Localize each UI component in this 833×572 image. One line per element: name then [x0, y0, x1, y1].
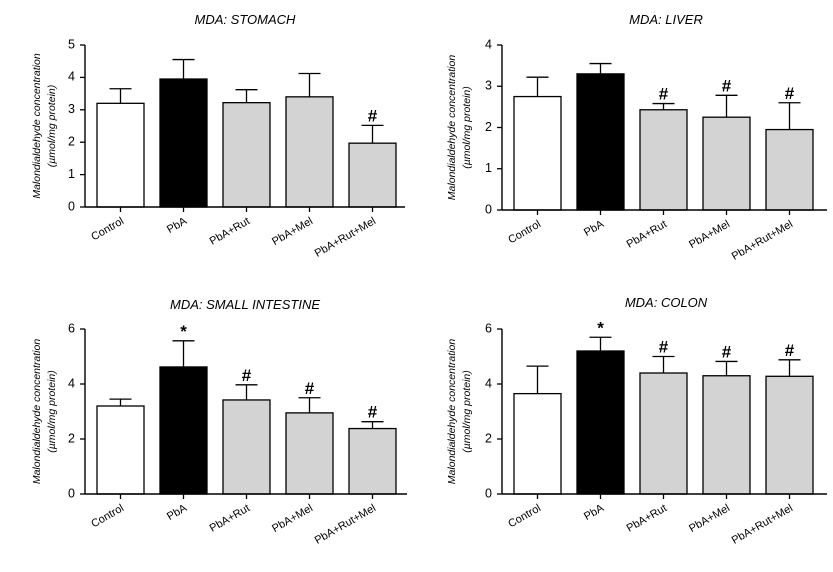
x-tick-label: PbA+Mel — [270, 502, 315, 535]
bar-pba-rut — [639, 109, 688, 211]
y-tick-label: 2 — [68, 134, 75, 148]
bar-pba — [576, 350, 625, 495]
y-tick-label: 2 — [485, 120, 492, 134]
y-tick-label: 4 — [68, 70, 75, 84]
y-axis-label-line: (µmol/mg protein) — [46, 85, 58, 168]
significance-marker: * — [180, 322, 187, 341]
x-tick-label: Control — [506, 218, 543, 246]
bar-pba-mel — [702, 116, 751, 211]
y-axis-label-line: Malondialdehyde concentration — [446, 339, 458, 485]
y-tick-label: 2 — [485, 431, 492, 445]
y-axis-label-line: (µmol/mg protein) — [46, 370, 58, 453]
bar-pba-rut — [222, 399, 271, 495]
y-tick-label: 0 — [68, 486, 75, 500]
bar-pba-rut — [222, 102, 271, 208]
x-tick-label: PbA+Rut — [625, 218, 669, 251]
x-tick-label: PbA+Mel — [687, 502, 732, 535]
significance-marker: # — [305, 379, 315, 398]
bar-pba — [159, 78, 208, 208]
x-tick-label: PbA — [165, 215, 190, 236]
bar-pba — [576, 73, 625, 211]
x-tick-label: PbA+Mel — [270, 215, 315, 248]
y-tick-label: 0 — [485, 486, 492, 500]
y-axis-label-line: Malondialdehyde concentration — [31, 339, 43, 485]
x-tick-label: PbA+Rut — [625, 502, 669, 535]
bar-pba-rut-mel — [765, 128, 814, 211]
x-tick-label: PbA+Rut+Mel — [730, 502, 795, 547]
chart-panel-2: MDA: LIVER Malondialdehyde concentration(… — [446, 12, 827, 263]
x-tick-label: PbA+Rut+Mel — [730, 218, 795, 263]
x-tick-label: PbA+Rut+Mel — [313, 502, 378, 547]
bar-pba-rut-mel — [348, 142, 397, 208]
bar-control — [513, 95, 562, 211]
x-tick-label: PbA — [582, 218, 607, 239]
chart-panel-1: MDA: STOMACH Malondialdehyde concentratio… — [31, 12, 405, 260]
y-tick-label: 6 — [68, 321, 75, 335]
y-tick-label: 1 — [68, 167, 75, 181]
bar-pba-rut-mel — [348, 427, 397, 495]
y-tick-label: 3 — [485, 79, 492, 93]
x-tick-label: Control — [89, 502, 126, 530]
significance-marker: # — [722, 76, 732, 95]
y-tick-label: 5 — [68, 37, 75, 51]
y-tick-label: 4 — [485, 376, 492, 390]
bar-pba-rut — [639, 372, 688, 495]
x-tick-label: PbA — [165, 502, 190, 523]
bar-pba-rut-mel — [765, 375, 814, 495]
chart-title: MDA: SMALL INTESTINE — [170, 297, 320, 312]
significance-marker: # — [242, 366, 252, 385]
y-tick-label: 0 — [485, 202, 492, 216]
x-tick-label: Control — [506, 502, 543, 530]
y-tick-label: 4 — [68, 376, 75, 390]
y-tick-label: 6 — [485, 321, 492, 335]
y-tick-label: 1 — [485, 161, 492, 175]
bar-pba-mel — [285, 96, 334, 208]
y-tick-label: 4 — [485, 37, 492, 51]
bar-pba — [159, 366, 208, 495]
x-tick-label: PbA — [582, 502, 607, 523]
y-axis-label-line: Malondialdehyde concentration — [31, 53, 43, 199]
y-tick-label: 0 — [68, 199, 75, 213]
bar-pba-mel — [285, 412, 334, 495]
y-tick-label: 3 — [68, 102, 75, 116]
significance-marker: # — [785, 84, 795, 103]
x-tick-label: Control — [89, 215, 126, 243]
chart-title: MDA: COLON — [625, 295, 708, 310]
y-axis-label-line: (µmol/mg protein) — [461, 86, 473, 169]
bar-pba-mel — [702, 375, 751, 495]
y-axis-label-line: (µmol/mg protein) — [461, 370, 473, 453]
bar-control — [513, 392, 562, 495]
chart-panel-3: MDA: SMALL INTESTINE Malondialdehyde conc… — [31, 297, 407, 547]
significance-marker: # — [368, 403, 378, 422]
x-tick-label: PbA+Rut+Mel — [313, 215, 378, 260]
y-axis-label-line: Malondialdehyde concentration — [446, 55, 458, 201]
bar-control — [96, 405, 145, 495]
significance-marker: # — [659, 85, 669, 104]
significance-marker: # — [368, 106, 378, 125]
chart-title: MDA: LIVER — [629, 12, 703, 27]
significance-marker: # — [785, 341, 795, 360]
x-tick-label: PbA+Rut — [208, 502, 252, 535]
significance-marker: # — [659, 338, 669, 357]
chart-panel-4: MDA: COLON Malondialdehyde concentration(… — [446, 295, 827, 547]
y-tick-label: 2 — [68, 431, 75, 445]
x-tick-label: PbA+Rut — [208, 215, 252, 248]
x-tick-label: PbA+Mel — [687, 218, 732, 251]
chart-title: MDA: STOMACH — [195, 12, 296, 27]
significance-marker: * — [597, 318, 604, 337]
bar-control — [96, 102, 145, 208]
significance-marker: # — [722, 342, 732, 361]
